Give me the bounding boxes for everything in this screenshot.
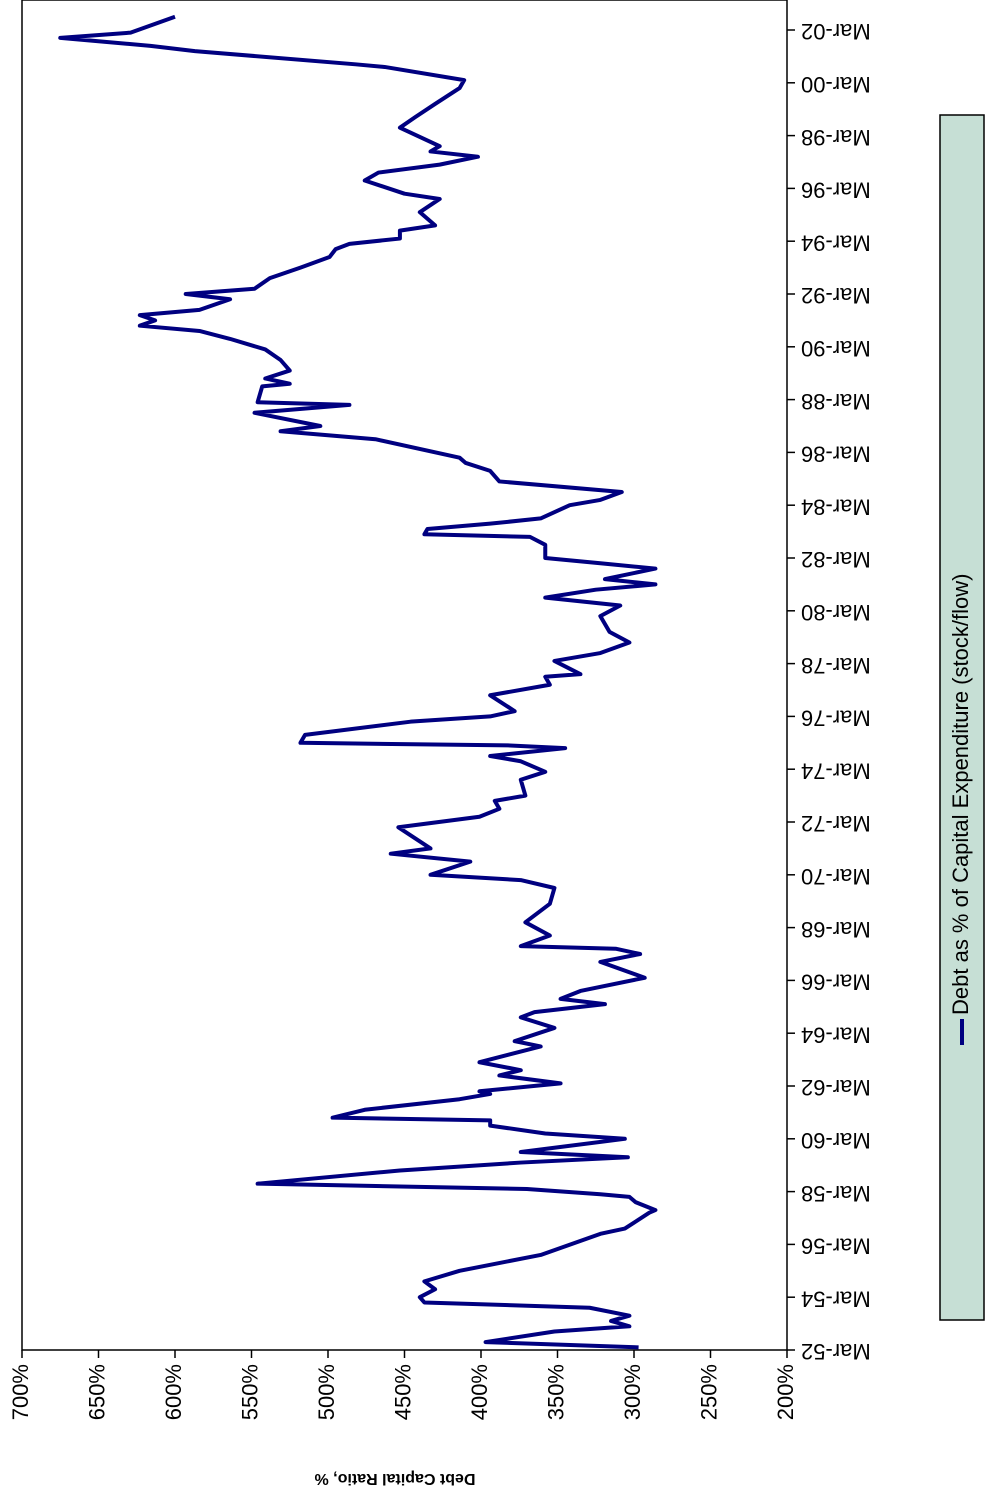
x-tick-label: Mar-94 bbox=[801, 230, 871, 255]
y-tick-label: 350% bbox=[543, 1364, 568, 1420]
plot-area bbox=[21, 0, 788, 1351]
x-tick-label: Mar-52 bbox=[801, 1339, 871, 1364]
x-tick-label: Mar-00 bbox=[801, 72, 871, 97]
x-tick-label: Mar-72 bbox=[801, 811, 871, 836]
x-tick-label: Mar-66 bbox=[801, 970, 871, 995]
x-tick-label: Mar-70 bbox=[801, 864, 871, 889]
y-tick-label: 550% bbox=[237, 1364, 262, 1420]
x-tick-label: Mar-58 bbox=[801, 1181, 871, 1206]
x-tick-label: Mar-92 bbox=[801, 283, 871, 308]
x-tick-label: Mar-56 bbox=[801, 1234, 871, 1259]
x-tick-label: Mar-74 bbox=[801, 758, 871, 783]
x-tick-label: Mar-68 bbox=[801, 917, 871, 942]
x-tick-label: Mar-98 bbox=[801, 125, 871, 150]
x-tick-label: Mar-96 bbox=[801, 178, 871, 203]
x-tick-label: Mar-86 bbox=[801, 442, 871, 467]
y-tick-label: 450% bbox=[390, 1364, 415, 1420]
y-tick-label: 500% bbox=[314, 1364, 339, 1420]
y-tick-label: 700% bbox=[8, 1364, 33, 1420]
x-tick-label: Mar-64 bbox=[801, 1022, 871, 1047]
x-tick-label: Mar-90 bbox=[801, 336, 871, 361]
x-tick-label: Mar-80 bbox=[801, 600, 871, 625]
x-tick-label: Mar-78 bbox=[801, 653, 871, 678]
y-tick-label: 400% bbox=[467, 1364, 492, 1420]
y-tick-label: 200% bbox=[773, 1364, 798, 1420]
x-tick-label: Mar-88 bbox=[801, 389, 871, 414]
y-tick-label: 300% bbox=[620, 1364, 645, 1420]
y-tick-label: 250% bbox=[696, 1364, 721, 1420]
x-tick-label: Mar-62 bbox=[801, 1075, 871, 1100]
x-tick-label: Mar-02 bbox=[801, 19, 871, 44]
x-tick-label: Mar-54 bbox=[801, 1286, 871, 1311]
y-tick-label: 650% bbox=[84, 1364, 109, 1420]
x-tick-label: Mar-84 bbox=[801, 494, 871, 519]
y-tick-label: 600% bbox=[161, 1364, 186, 1420]
x-tick-label: Mar-76 bbox=[801, 706, 871, 731]
data-line bbox=[58, 14, 658, 1350]
legend-label: Debt as % of Capital Expenditure (stock/… bbox=[948, 574, 973, 1015]
legend-box bbox=[939, 114, 985, 1321]
y-axis-title: Debt Capital Ratio, % bbox=[315, 1470, 476, 1487]
x-tick-label: Mar-82 bbox=[801, 547, 871, 572]
x-tick-label: Mar-60 bbox=[801, 1128, 871, 1153]
